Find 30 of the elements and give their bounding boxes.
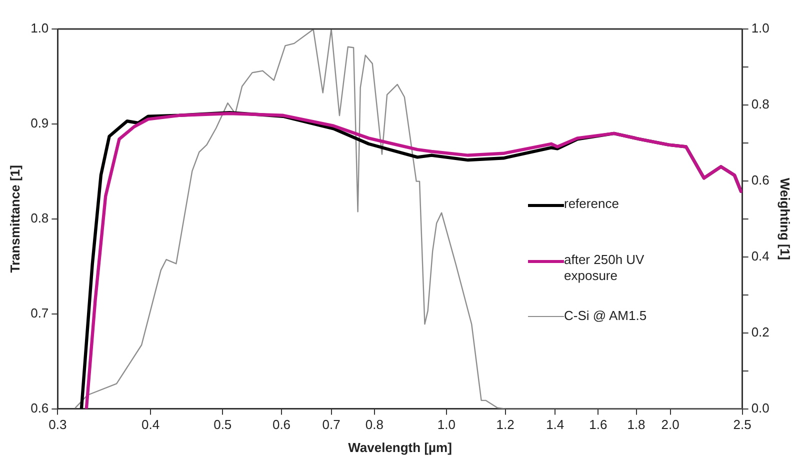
- x-tick-label: 0.4: [142, 417, 160, 432]
- y2-tick-label: 1.0: [751, 20, 770, 36]
- legend-label: reference: [564, 196, 620, 212]
- y-tick-label: 0.9: [30, 116, 49, 131]
- x-tick-label: 1.2: [496, 417, 514, 432]
- x-tick-label: 0.7: [322, 417, 340, 432]
- y2-tick-label: 0.2: [751, 324, 770, 340]
- legend-label: C-Si @ AM1.5: [564, 308, 648, 324]
- x-tick-label: 1.0: [437, 417, 456, 432]
- x-tick-label: 2.5: [733, 417, 752, 432]
- x-tick-label: 1.4: [546, 417, 564, 432]
- legend-label: after 250h UV exposure: [564, 252, 646, 284]
- y-tick-label: 0.8: [30, 210, 49, 226]
- y2-tick-label: 0.8: [751, 96, 770, 112]
- x-tick-label: 2.0: [661, 417, 680, 432]
- x-axis-title: Wavelength [µm]: [348, 440, 452, 455]
- y-tick-label: 0.6: [30, 400, 49, 416]
- x-tick-label: 0.6: [272, 417, 291, 432]
- y2-tick-label: 0.4: [751, 248, 770, 264]
- x-tick-label: 0.5: [214, 417, 232, 432]
- x-tick-label: 1.8: [627, 417, 646, 432]
- y2-tick-label: 0.6: [751, 172, 770, 188]
- y-axis-title: Transmittance [1]: [7, 165, 22, 273]
- y2-axis-title: Weighting [1]: [778, 178, 793, 260]
- y-tick-label: 0.7: [30, 305, 49, 320]
- y2-tick-label: 0.0: [751, 400, 770, 416]
- y-tick-label: 1.0: [30, 20, 49, 36]
- x-tick-label: 0.3: [48, 417, 67, 432]
- x-tick-label: 1.6: [589, 417, 608, 432]
- x-tick-label: 0.8: [365, 417, 384, 432]
